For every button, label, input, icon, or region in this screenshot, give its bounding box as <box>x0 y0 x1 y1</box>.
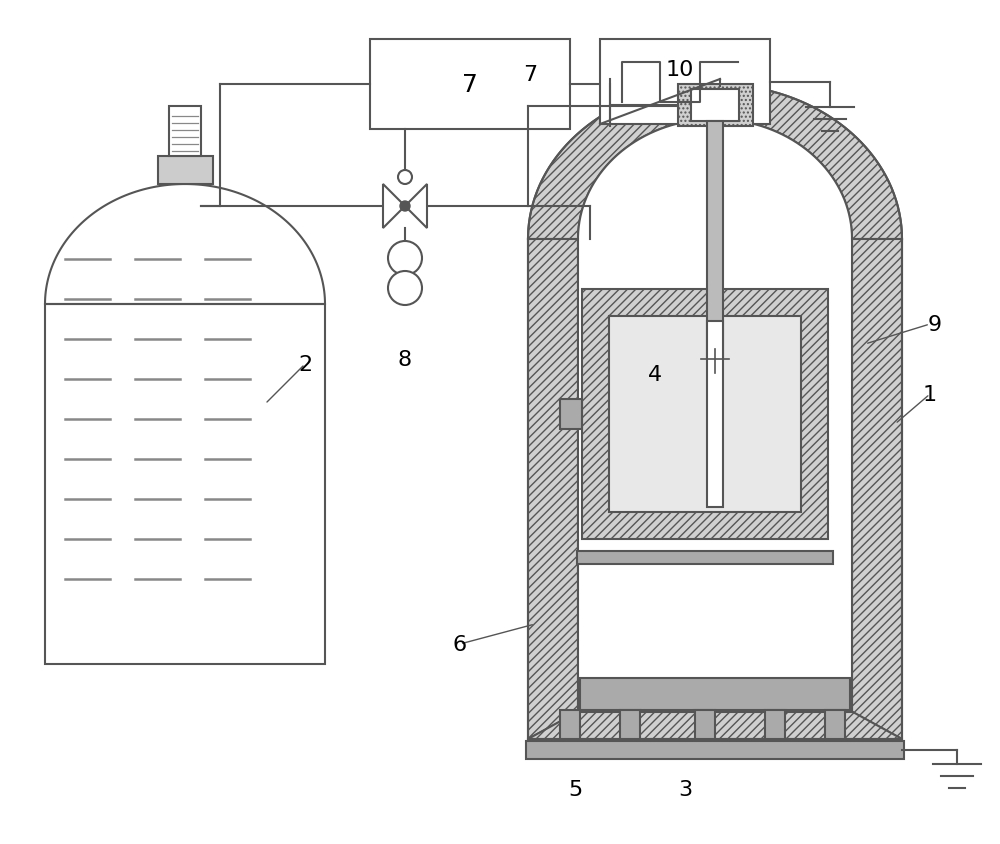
Text: 2: 2 <box>298 354 312 375</box>
Circle shape <box>400 202 410 212</box>
Bar <box>695 710 715 739</box>
Polygon shape <box>528 240 578 739</box>
Text: 5: 5 <box>568 779 582 799</box>
Bar <box>765 710 785 739</box>
Text: 9: 9 <box>928 315 942 334</box>
Bar <box>580 678 850 710</box>
Circle shape <box>388 241 422 276</box>
Bar <box>620 710 640 739</box>
Text: 4: 4 <box>648 365 662 385</box>
Polygon shape <box>383 185 405 229</box>
Text: 3: 3 <box>678 779 692 799</box>
Bar <box>577 551 833 565</box>
Polygon shape <box>405 185 427 229</box>
Bar <box>691 90 739 122</box>
Bar <box>600 40 770 125</box>
Circle shape <box>388 272 422 306</box>
Bar <box>560 399 582 430</box>
Bar <box>158 157 212 185</box>
Bar <box>560 710 580 739</box>
Bar <box>370 40 570 130</box>
Bar <box>707 322 723 507</box>
Text: 7: 7 <box>523 65 537 85</box>
Text: 6: 6 <box>453 634 467 654</box>
Text: 8: 8 <box>398 349 412 370</box>
Polygon shape <box>528 85 902 240</box>
Polygon shape <box>852 240 902 739</box>
Polygon shape <box>45 185 325 664</box>
Text: 7: 7 <box>462 73 478 97</box>
Polygon shape <box>528 711 902 739</box>
Bar <box>707 122 723 360</box>
Bar <box>825 710 845 739</box>
Bar <box>526 741 904 759</box>
Polygon shape <box>578 120 852 711</box>
Text: 1: 1 <box>923 385 937 404</box>
Bar <box>582 289 828 539</box>
Bar <box>169 107 201 157</box>
Circle shape <box>398 170 412 185</box>
Bar <box>678 85 753 127</box>
Bar <box>609 316 801 512</box>
Text: 10: 10 <box>666 60 694 80</box>
